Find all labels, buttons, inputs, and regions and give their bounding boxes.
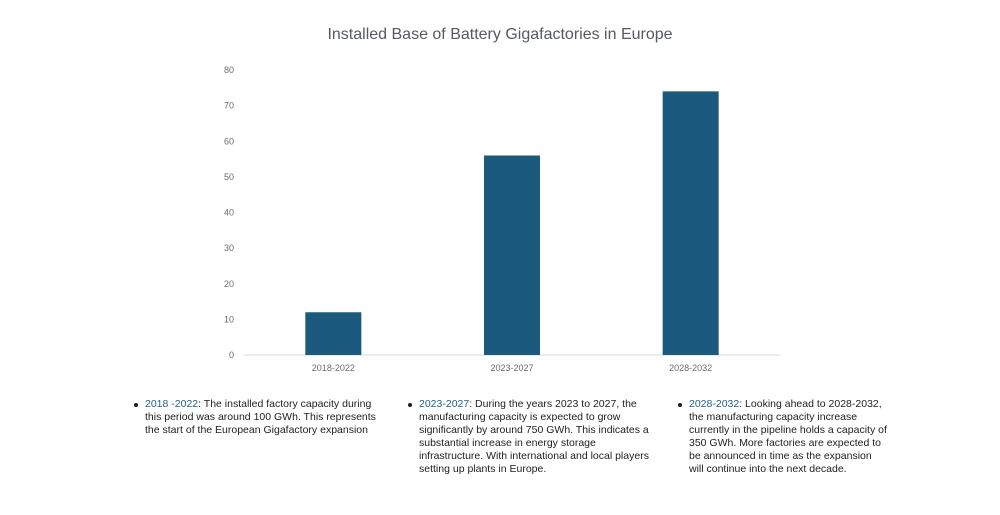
note-period: 2018 -2022 [145,398,199,410]
bar-chart: 0 10 20 30 40 50 60 70 80 2018-2022 2023-2027 2028… [224,65,780,373]
chart-title: Installed Base of Battery Gigafactories … [327,26,673,43]
x-tick-label: 2028-2032 [669,363,712,373]
y-tick-label: 60 [224,136,234,146]
bullet-icon [678,403,682,407]
note-2023-2027: 2023-2027: During the years 2023 to 2027… [408,398,649,476]
y-tick-label: 0 [229,350,234,360]
bar-2018-2022 [305,312,362,355]
bullet-icon [134,403,138,407]
note-2028-2032: 2028-2032: Looking ahead to 2028-2032, t… [678,398,889,476]
note-2018-2022: 2018 -2022: The installed factory capaci… [134,398,385,437]
y-tick-label: 50 [224,172,234,182]
notes-section: 2018 -2022: The installed factory capaci… [0,398,1000,508]
y-tick-label: 70 [224,101,234,111]
x-tick-label: 2018-2022 [312,363,355,373]
note-text: : The installed factory capacity during … [145,398,376,436]
note-period: 2023-2027 [419,398,470,410]
note-text: : During the years 2023 to 2027, the man… [419,398,649,475]
y-tick-label: 80 [224,65,234,75]
bars [305,91,719,355]
y-tick-label: 20 [224,279,234,289]
bullet-icon [408,403,412,407]
y-tick-label: 40 [224,208,234,218]
note-period: 2028-2032 [689,398,740,410]
y-tick-label: 10 [224,314,234,324]
x-axis-ticks: 2018-2022 2023-2027 2028-2032 [312,363,712,373]
y-axis-ticks: 0 10 20 30 40 50 60 70 80 [224,65,234,360]
bar-2023-2027 [484,155,540,355]
note-text: : Looking ahead to 2028-2032, the manufa… [689,398,887,475]
bar-2028-2032 [662,91,719,355]
y-tick-label: 30 [224,243,234,253]
x-tick-label: 2023-2027 [490,363,533,373]
